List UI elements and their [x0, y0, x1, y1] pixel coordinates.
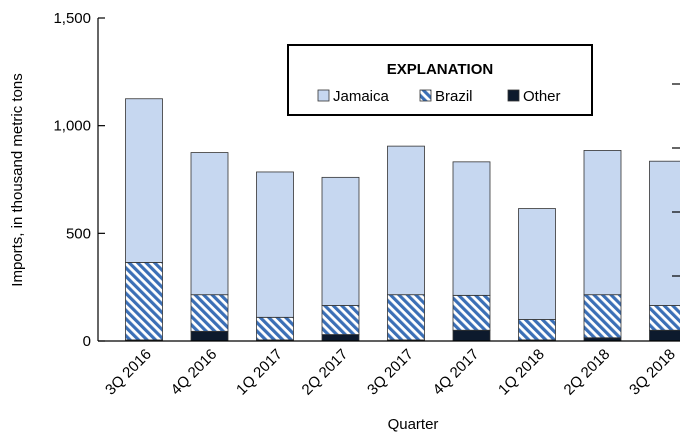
bar-brazil-4q-2017	[452, 294, 491, 331]
bar-other-3q-2018	[649, 329, 680, 342]
bar-jamaica-2q-2018	[583, 150, 622, 296]
legend-label-jamaica: Jamaica	[333, 88, 390, 105]
bar-jamaica-1q-2018	[518, 208, 556, 320]
bar-other-2q-2017	[321, 334, 360, 342]
bar-jamaica-1q-2017	[256, 171, 294, 318]
x-tick-label-2q-2017: 2Q 2017	[299, 346, 352, 399]
bar-jamaica-2q-2017	[321, 176, 360, 306]
bar-jamaica-4q-2017	[452, 161, 491, 296]
x-tick-label-2q-2018: 2Q 2018	[561, 346, 614, 399]
legend-swatch-other	[507, 89, 520, 102]
bar-brazil-1q-2018	[518, 319, 556, 341]
legend-label-other: Other	[523, 88, 561, 105]
y-tick-label-0: 0	[83, 333, 91, 350]
y-axis-title: Imports, in thousand metric tons	[9, 73, 26, 286]
x-axis-title: Quarter	[388, 416, 439, 433]
y-tick-label-500: 500	[66, 225, 91, 242]
x-tick-label-1q-2018: 1Q 2018	[495, 346, 548, 399]
legend: EXPLANATION Jamaica Brazil Other	[287, 44, 593, 116]
y-tick-label-1-500: 1,500	[53, 10, 91, 27]
right-edge-ticks	[672, 83, 680, 277]
x-tick-label-3q-2018: 3Q 2018	[626, 346, 679, 399]
bar-jamaica-3q-2017	[387, 145, 425, 296]
bar-brazil-3q-2016	[125, 262, 163, 341]
y-ticks-group: 0 500 1,000 1,500	[53, 10, 105, 350]
x-tick-label-1q-2017: 1Q 2017	[233, 346, 286, 399]
x-tick-label-3q-2016: 3Q 2016	[102, 346, 155, 399]
legend-items: Jamaica Brazil Other	[317, 88, 561, 105]
bar-brazil-1q-2017	[256, 316, 294, 341]
legend-title: EXPLANATION	[387, 61, 493, 78]
bar-brazil-3q-2018	[649, 305, 680, 331]
x-tick-label-4q-2016: 4Q 2016	[168, 346, 221, 399]
y-tick-label-1-000: 1,000	[53, 118, 91, 135]
legend-box	[287, 44, 593, 116]
x-tick-label-4q-2017: 4Q 2017	[430, 346, 483, 399]
bar-brazil-4q-2016	[190, 294, 229, 332]
bar-brazil-3q-2017	[387, 294, 425, 341]
x-ticks-group: 3Q 2016 4Q 2016 1Q 2017 2Q 2017 3Q 2017 4Q 20…	[102, 346, 679, 399]
bar-other-4q-2016	[190, 330, 229, 342]
x-tick-label-3q-2017: 3Q 2017	[364, 346, 417, 399]
bar-brazil-2q-2018	[583, 294, 622, 339]
legend-label-brazil: Brazil	[435, 88, 473, 105]
bar-brazil-2q-2017	[321, 305, 360, 335]
bars-group	[125, 98, 680, 342]
bar-jamaica-4q-2016	[190, 152, 229, 296]
legend-swatch-brazil	[419, 89, 432, 102]
bar-other-4q-2017	[452, 329, 491, 342]
bar-jamaica-3q-2018	[649, 160, 680, 306]
bar-jamaica-3q-2016	[125, 98, 163, 263]
legend-swatch-jamaica	[317, 89, 330, 102]
